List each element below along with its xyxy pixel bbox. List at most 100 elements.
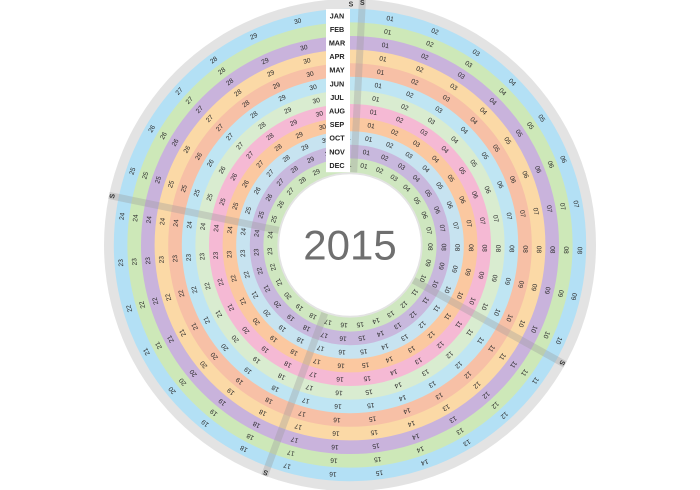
day-number: 03 [426,117,436,127]
day-number: 17 [301,396,310,405]
day-number: 10 [516,319,526,329]
day-number: 08 [508,245,515,253]
day-number: 16 [332,429,340,437]
day-number: 09 [423,258,432,267]
day-number: 08 [467,244,474,252]
day-number: 18 [270,383,280,393]
days-apr: 01 02 03 04 05 06 07 08 09 10 11 12 13 14 15 16 17 18 19 20… [158,55,542,436]
day-number: 21 [166,334,176,344]
day-number: 15 [356,320,365,328]
day-number: 14 [371,316,381,325]
day-number: 13 [461,437,471,447]
day-number: 18 [239,443,249,453]
day-number: 17 [320,330,329,339]
day-number: 11 [409,287,419,297]
day-number: 01 [360,163,369,171]
day-number: 20 [231,333,241,343]
day-number: 29 [312,168,322,178]
day-number: 19 [243,365,253,375]
day-number: 20 [252,316,262,326]
day-number: 14 [393,380,403,389]
day-number: 28 [241,99,251,109]
day-number: 10 [541,330,551,340]
day-number: 20 [167,385,177,395]
day-number: 21 [154,340,164,350]
month-label-dec: DEC [329,161,344,170]
day-number: 07 [464,219,472,228]
day-number: 06 [470,190,479,200]
day-number: 13 [392,320,402,330]
day-number: 22 [204,281,213,290]
day-number: 18 [296,335,306,345]
month-label-aug: AUG [329,107,345,116]
day-number: 19 [269,333,279,343]
day-number: 27 [266,168,276,178]
day-number: 10 [442,285,452,295]
day-number: 29 [283,106,293,116]
day-number: 03 [404,151,414,161]
day-number: 27 [286,186,296,196]
days-may: 01 02 03 04 05 06 07 08 09 10 11 12 13 14 15 16 17 18 19 20… [172,67,528,423]
day-number: 24 [186,221,194,229]
day-number: 30 [312,97,321,106]
day-number: 29 [249,32,259,42]
day-number: 04 [488,97,498,107]
day-number: 28 [217,66,227,76]
day-number: 05 [525,121,535,131]
day-number: 08 [440,243,447,251]
sunday-marker: S [349,2,354,9]
day-number: 18 [277,371,287,381]
day-number: 01 [374,82,383,90]
day-number: 21 [250,289,260,299]
day-number: 27 [225,132,235,142]
day-number: 12 [499,410,509,420]
day-number: 10 [529,324,539,334]
day-number: 05 [468,159,478,169]
day-number: 26 [159,131,169,141]
day-number: 04 [468,116,478,126]
day-number: 15 [364,387,373,395]
day-number: 02 [405,91,415,100]
day-number: 25 [180,184,189,194]
day-number: 11 [530,376,540,386]
day-number: 21 [275,277,285,287]
day-number: 09 [569,292,578,301]
day-number: 19 [209,407,219,417]
day-number: 23 [172,254,180,262]
day-number: 02 [420,53,430,62]
sunday-marker: S [109,193,117,199]
day-number: 23 [240,249,248,257]
day-number: 20 [262,307,272,317]
days-sep: 0102030405060708091011121314151617181920… [226,122,474,368]
day-number: 15 [363,374,372,382]
day-number: 22 [191,285,200,294]
days-jun: 01 02 03 04 05 06 07 08 09 10 11 12 13 14 15 16 17 18 19 20… [185,82,514,409]
day-number: 04 [507,78,517,88]
day-number: 26 [241,179,251,189]
day-number: 06 [508,175,517,185]
day-number: 19 [217,397,227,407]
day-number: 04 [449,135,459,145]
day-number: 10 [455,290,465,300]
day-number: 14 [380,341,390,350]
day-number: 15 [370,428,379,436]
day-number: 14 [375,329,385,338]
day-number: 02 [415,65,425,74]
day-number: 16 [335,388,343,396]
day-number: 26 [253,186,263,196]
day-number: 24 [254,229,262,237]
day-number: 24 [146,215,154,223]
day-number: 01 [367,122,376,130]
day-number: 09 [450,265,459,274]
day-number: 16 [331,443,339,451]
day-number: 12 [471,380,481,390]
day-number: 02 [385,141,395,150]
day-number: 15 [371,441,380,449]
day-number: 26 [183,144,193,154]
day-number: 25 [257,210,266,220]
day-number: 07 [424,227,432,236]
day-number: 24 [173,219,181,227]
day-number: 01 [376,69,385,77]
day-number: 26 [171,138,181,148]
day-number: 27 [276,177,286,187]
